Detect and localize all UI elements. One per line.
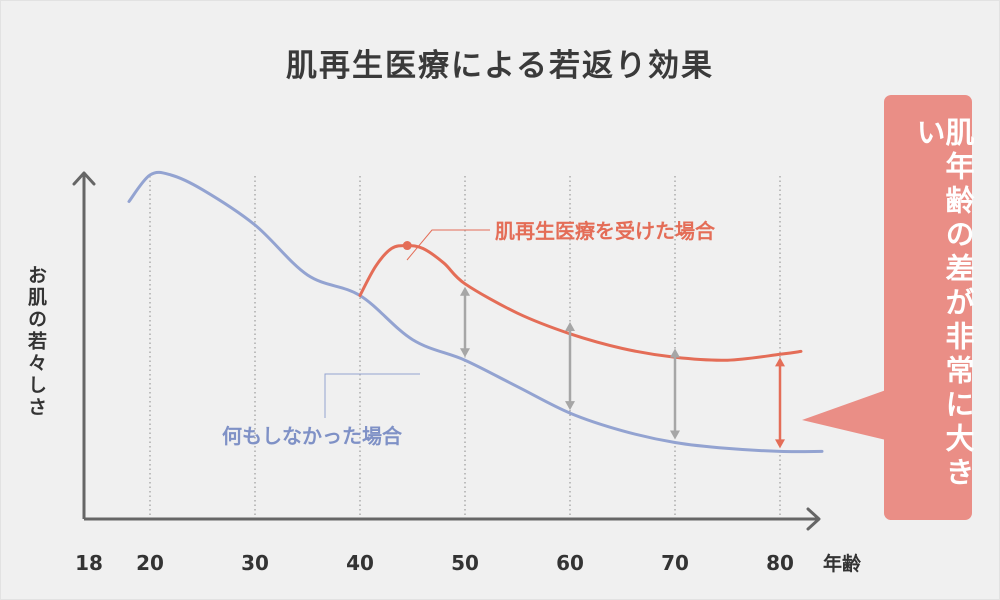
annotation-layer: 肌再生医療を受けた場合 何もしなかった場合 (222, 219, 886, 448)
untreated-series-line (127, 170, 824, 454)
y-axis-label: お肌の若々しさ (25, 265, 47, 419)
treated-leader-line (406, 229, 490, 261)
untreated-leader-line (324, 373, 420, 418)
x-tick-label-50: 50 (451, 551, 479, 575)
callout-text: 肌年齢の差が非常に大きい (912, 117, 975, 491)
difference-arrow-80 (775, 357, 785, 449)
x-tick-label-20: 20 (136, 551, 164, 575)
difference-arrow-70 (670, 348, 680, 440)
untreated-series-label: 何もしなかった場合 (222, 424, 403, 448)
y-axis-arrowhead (72, 171, 96, 186)
arrow-layer (460, 286, 785, 449)
treated-series-label: 肌再生医療を受けた場合 (495, 219, 716, 243)
x-axis-label: 年齢 (823, 552, 862, 575)
x-tick-label-30: 30 (241, 551, 269, 575)
treated-series-line (358, 244, 803, 362)
grid-layer (149, 176, 781, 517)
difference-arrow-60 (565, 322, 575, 411)
x-tick-label-18: 18 (75, 551, 103, 575)
tick-layer: 18 20 30 40 50 60 70 80 (75, 551, 794, 575)
difference-arrow-50 (460, 286, 470, 358)
x-tick-label-60: 60 (556, 551, 584, 575)
x-tick-label-70: 70 (661, 551, 689, 575)
callout-box: 肌年齢の差が非常に大きい (884, 95, 975, 520)
chart-title: 肌再生医療による若返り効果 (285, 48, 715, 84)
series-layer (127, 170, 824, 454)
treated-peak-marker (402, 241, 412, 251)
x-axis-arrowhead (806, 507, 821, 531)
x-tick-label-40: 40 (346, 551, 374, 575)
axis-layer (72, 171, 821, 531)
x-tick-label-80: 80 (766, 551, 794, 575)
callout-pointer (802, 390, 886, 440)
